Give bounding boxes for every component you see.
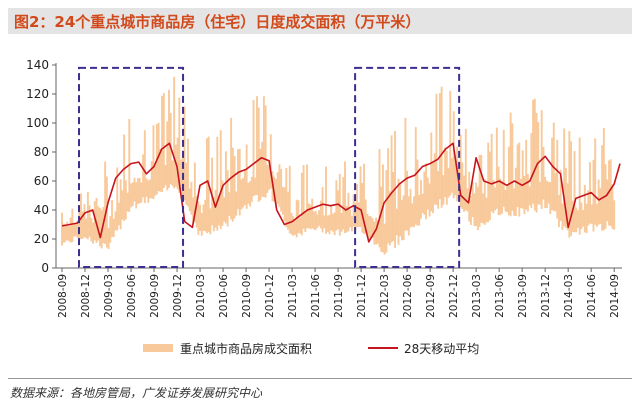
chart-title: 图2：24个重点城市商品房（住宅）日度成交面积（万平米） [14, 13, 421, 31]
x-tick-label: 2012-03 [379, 274, 391, 318]
y-tick-label: 40 [34, 203, 49, 217]
y-tick-label: 100 [26, 116, 49, 130]
daily-volume-band [61, 76, 616, 255]
moving-average-line [61, 142, 621, 243]
legend: 重点城市商品房成交面积 28天移动平均 [143, 341, 479, 356]
y-tick-label: 20 [34, 232, 49, 246]
x-tick-label: 2009-09 [149, 274, 161, 318]
x-tick-label: 2009-12 [172, 274, 184, 318]
x-tick-label: 2011-12 [356, 274, 368, 318]
x-tick-label: 2011-09 [333, 274, 345, 318]
y-tick-label: 80 [34, 145, 49, 159]
legend-label-ma: 28天移动平均 [404, 342, 479, 356]
y-axis: 0 20 40 60 80 100 120 140 [26, 58, 56, 275]
x-tick-label: 2010-03 [195, 274, 207, 318]
x-tick-label: 2009-06 [126, 274, 138, 318]
legend-swatch-daily [143, 344, 173, 352]
x-tick-label: 2009-03 [103, 274, 115, 318]
x-tick-label: 2008-09 [57, 274, 69, 318]
x-tick-label: 2008-12 [80, 274, 92, 318]
title-bar: 图2：24个重点城市商品房（住宅）日度成交面积（万平米） [8, 8, 632, 34]
x-tick-label: 2014-09 [609, 274, 621, 318]
x-tick-label: 2010-09 [241, 274, 253, 318]
x-tick-label: 2012-06 [402, 274, 414, 318]
x-tick-label: 2013-12 [540, 274, 552, 318]
x-tick-label: 2013-09 [517, 274, 529, 318]
highlight-box [78, 66, 185, 269]
chart: 0 20 40 60 80 100 120 140 2008-09 2008-12 2009-03… [26, 58, 622, 356]
x-axis: 2008-09 2008-12 2009-03 2009-06 2009-09 2009-… [57, 268, 621, 318]
highlight-boxes [78, 66, 461, 269]
source-note: 数据来源：各地房管局，广发证券发展研究中心 [10, 386, 263, 400]
x-tick-label: 2013-06 [494, 274, 506, 318]
legend-label-daily: 重点城市商品房成交面积 [180, 341, 312, 356]
x-tick-label: 2013-03 [471, 274, 483, 318]
y-tick-label: 0 [41, 261, 49, 275]
moving-average-path [61, 142, 621, 243]
y-tick-label: 140 [26, 58, 49, 72]
footer-rule [8, 378, 632, 379]
y-tick-label: 120 [26, 87, 49, 101]
x-tick-label: 2014-03 [563, 274, 575, 318]
x-tick-label: 2012-12 [448, 274, 460, 318]
x-tick-label: 2012-09 [425, 274, 437, 318]
y-tick-label: 60 [34, 174, 49, 188]
x-tick-label: 2010-12 [264, 274, 276, 318]
x-tick-label: 2014-06 [586, 274, 598, 318]
highlight-box [354, 66, 461, 269]
x-tick-label: 2010-06 [218, 274, 230, 318]
x-tick-label: 2011-03 [287, 274, 299, 318]
x-tick-label: 2011-06 [310, 274, 322, 318]
